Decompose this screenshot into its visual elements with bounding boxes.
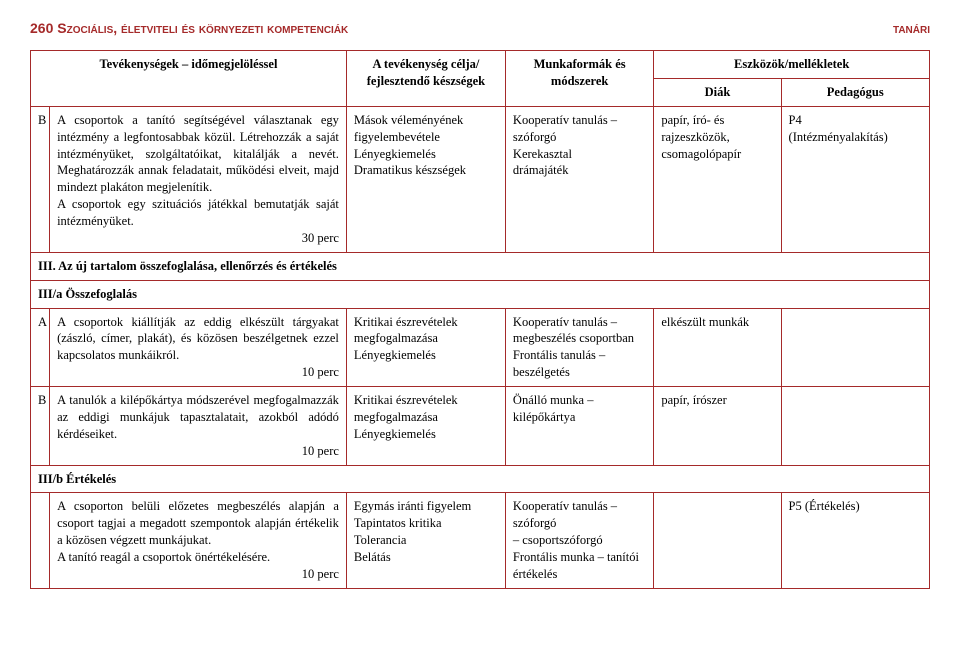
row-goal: Mások véleményének figyelembevétele Lény…: [346, 106, 505, 252]
activity-duration: 10 perc: [57, 566, 339, 583]
header-right: tanári: [893, 20, 930, 36]
section-3a: III/a Összefoglalás: [31, 280, 930, 308]
row-ped: [781, 308, 929, 387]
section-row: III/a Összefoglalás: [31, 280, 930, 308]
row-activity: A csoportok kiállítják az eddig elkészül…: [50, 308, 347, 387]
row-goal: Egymás iránti figyelem Tapintatos kritik…: [346, 493, 505, 588]
activity-duration: 10 perc: [57, 364, 339, 381]
section-row: III/b Értékelés: [31, 465, 930, 493]
header-left: 260 Szociális, életviteli és környezeti …: [30, 20, 348, 36]
row-marker: B: [31, 106, 50, 252]
row-method: Kooperatív tanulás – megbeszélés csoport…: [505, 308, 653, 387]
row-activity: A tanulók a kilépőkártya módszerével meg…: [50, 387, 347, 466]
table-header: Tevékenységek – időmegjelöléssel A tevék…: [31, 51, 930, 107]
activity-text: A csoportok kiállítják az eddig elkészül…: [57, 315, 339, 363]
table-row: A csoporton belüli előzetes megbeszélés …: [31, 493, 930, 588]
table-row: B A csoportok a tanító segítségével vála…: [31, 106, 930, 252]
row-diak: papír, író- és rajzeszközök, csomagolópa…: [654, 106, 781, 252]
activity-duration: 30 perc: [57, 230, 339, 247]
section-3: III. Az új tartalom összefoglalása, elle…: [31, 252, 930, 280]
row-goal: Kritikai észrevételek megfogalmazása Lén…: [346, 308, 505, 387]
activity-text: A csoporton belüli előzetes megbeszélés …: [57, 499, 339, 564]
row-ped: [781, 387, 929, 466]
row-ped: P5 (Értékelés): [781, 493, 929, 588]
table-row: A A csoportok kiállítják az eddig elkész…: [31, 308, 930, 387]
section-3b: III/b Értékelés: [31, 465, 930, 493]
page-header: 260 Szociális, életviteli és környezeti …: [30, 20, 930, 36]
activity-text: A csoportok a tanító segítségével válasz…: [57, 113, 339, 228]
row-marker: [31, 493, 50, 588]
row-ped: P4 (Intézményalakítás): [781, 106, 929, 252]
col-diak-header: Diák: [654, 78, 781, 106]
col-goal-header: A tevékenység célja/ fejlesztendő készsé…: [346, 51, 505, 107]
col-tools-header: Eszközök/mellékletek: [654, 51, 930, 79]
row-activity: A csoportok a tanító segítségével válasz…: [50, 106, 347, 252]
row-goal: Kritikai észrevételek megfogalmazása Lén…: [346, 387, 505, 466]
table-row: B A tanulók a kilépőkártya módszerével m…: [31, 387, 930, 466]
row-method: Kooperatív tanulás – szóforgó – csoports…: [505, 493, 653, 588]
row-method: Kooperatív tanulás – szóforgó Kerekaszta…: [505, 106, 653, 252]
activity-text: A tanulók a kilépőkártya módszerével meg…: [57, 393, 339, 441]
row-activity: A csoporton belüli előzetes megbeszélés …: [50, 493, 347, 588]
col-activity-header: Tevékenységek – időmegjelöléssel: [31, 51, 347, 107]
col-method-header: Munkaformák és módszerek: [505, 51, 653, 107]
row-diak: papír, írószer: [654, 387, 781, 466]
row-diak: elkészült munkák: [654, 308, 781, 387]
lesson-table: Tevékenységek – időmegjelöléssel A tevék…: [30, 50, 930, 589]
activity-duration: 10 perc: [57, 443, 339, 460]
row-marker: B: [31, 387, 50, 466]
col-ped-header: Pedagógus: [781, 78, 929, 106]
row-method: Önálló munka – kilépőkártya: [505, 387, 653, 466]
row-diak: [654, 493, 781, 588]
row-marker: A: [31, 308, 50, 387]
section-row: III. Az új tartalom összefoglalása, elle…: [31, 252, 930, 280]
